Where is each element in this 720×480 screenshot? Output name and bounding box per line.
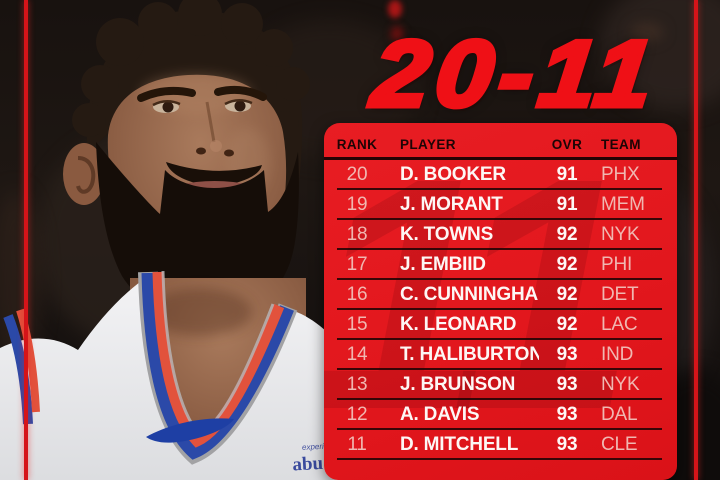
table-row: 17 J. EMBIID 92 PHI: [324, 250, 677, 280]
cell-rank: 15: [346, 314, 368, 335]
cell-ovr: 92: [556, 254, 578, 275]
cell-player: D. BOOKER: [400, 164, 506, 185]
table-row: 16 C. CUNNINGHAM 92 DET: [324, 280, 677, 310]
cell-rank: 13: [346, 374, 368, 395]
bg-light-red-bokeh: [391, 26, 403, 42]
table-row: 13 J. BRUNSON 93 NYK: [324, 370, 677, 400]
player-ear: [63, 143, 105, 205]
player-eyebrows: [137, 85, 267, 102]
cell-ovr: 92: [556, 314, 578, 335]
cell-team: NYK: [601, 224, 640, 245]
cell-team: MEM: [601, 194, 645, 215]
cell-rank: 20: [346, 164, 368, 185]
cell-ovr: 93: [556, 434, 578, 455]
ratings-rows: 20 D. BOOKER 91 PHX 19 J. MORANT 91 MEM 18 K. TOW…: [324, 160, 677, 460]
header-ovr: OVR: [551, 137, 583, 152]
header-team: TEAM: [601, 137, 641, 152]
cell-ovr: 93: [556, 404, 578, 425]
cell-team: NYK: [601, 374, 640, 395]
cell-player: A. DAVIS: [400, 404, 480, 425]
right-accent-line: [694, 0, 698, 480]
table-header-row: RANK PLAYER OVR TEAM: [324, 132, 677, 160]
cell-rank: 12: [346, 404, 368, 425]
left-accent-line: [24, 0, 28, 480]
bg-light-red-bokeh: [388, 0, 402, 18]
table-row: 11 D. MITCHELL 93 CLE: [324, 430, 677, 460]
player-mustache: [166, 162, 262, 187]
table-row: 12 A. DAVIS 93 DAL: [324, 400, 677, 430]
cell-ovr: 91: [556, 194, 578, 215]
cell-ovr: 93: [556, 374, 578, 395]
header-player: PLAYER: [400, 137, 456, 152]
cell-player: T. HALIBURTON: [400, 344, 539, 365]
cell-team: PHX: [601, 164, 640, 185]
cell-player: K. LEONARD: [400, 314, 517, 335]
cell-rank: 11: [347, 434, 367, 455]
player-eyes: [152, 99, 253, 113]
title-box: 20-11: [338, 18, 694, 128]
header-rank: RANK: [336, 137, 378, 152]
player-render: experience abu dh: [0, 0, 400, 480]
cell-player: J. BRUNSON: [400, 374, 516, 395]
cell-ovr: 92: [556, 284, 578, 305]
cell-rank: 19: [346, 194, 368, 215]
cell-team: DAL: [601, 404, 638, 425]
table-row: 18 K. TOWNS 92 NYK: [324, 220, 677, 250]
player-hair: [72, 0, 310, 238]
table-row: 19 J. MORANT 91 MEM: [324, 190, 677, 220]
cell-player: J. EMBIID: [400, 254, 486, 275]
player-jersey: [0, 275, 400, 480]
table-row: 14 T. HALIBURTON 93 IND: [324, 340, 677, 370]
cell-team: PHI: [601, 254, 633, 275]
underchin-shadow: [148, 288, 252, 336]
cell-player: J. MORANT: [400, 194, 503, 215]
cell-team: DET: [601, 284, 639, 305]
cell-player: D. MITCHELL: [400, 434, 519, 455]
jersey-sponsor-small: experience: [302, 441, 342, 452]
cell-player: C. CUNNINGHAM: [400, 284, 539, 305]
cell-rank: 16: [346, 284, 368, 305]
table-row: 15 K. LEONARD 92 LAC: [324, 310, 677, 340]
table-row: 20 D. BOOKER 91 PHX: [324, 160, 677, 190]
cell-player: K. TOWNS: [400, 224, 494, 245]
nike-swoosh-icon: [146, 418, 234, 443]
ratings-table: 11 RANK PLAYER OVR TEAM 20 D. BOOKER 91 PHX…: [324, 123, 677, 480]
cell-team: LAC: [601, 314, 638, 335]
cell-ovr: 92: [556, 224, 578, 245]
cell-ovr: 93: [556, 344, 578, 365]
player-nose: [196, 101, 234, 157]
cell-rank: 14: [346, 344, 368, 365]
bg-bokeh: [630, 22, 664, 42]
cell-team: IND: [601, 344, 634, 365]
cell-team: CLE: [601, 434, 638, 455]
cell-ovr: 91: [556, 164, 578, 185]
cell-rank: 17: [346, 254, 368, 275]
page-title: 20-11: [366, 18, 667, 128]
cell-rank: 18: [346, 224, 368, 245]
